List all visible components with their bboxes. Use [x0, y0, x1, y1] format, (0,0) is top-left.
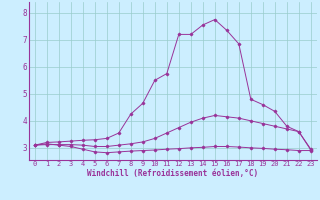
- X-axis label: Windchill (Refroidissement éolien,°C): Windchill (Refroidissement éolien,°C): [87, 169, 258, 178]
